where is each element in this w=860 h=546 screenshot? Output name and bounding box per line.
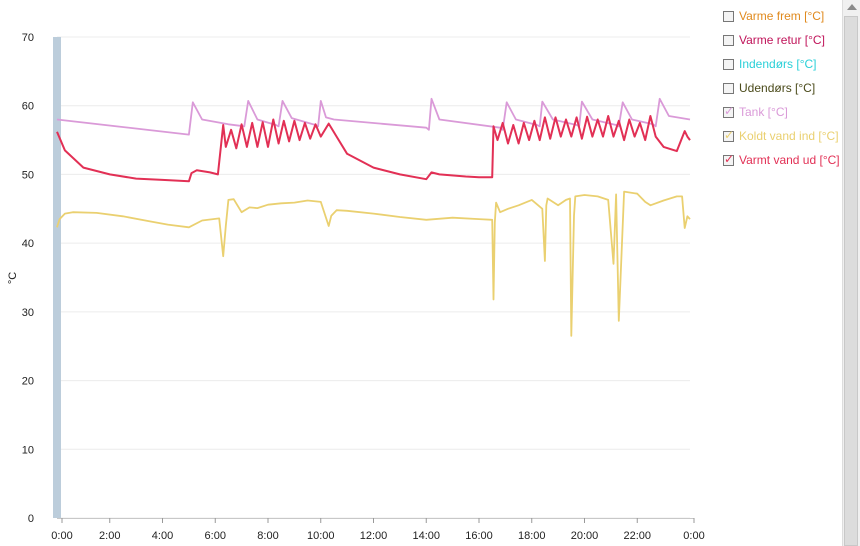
x-tick-label: 22:00 — [623, 530, 651, 542]
legend-label: Koldt vand ind [°C] — [739, 129, 839, 143]
x-tick-label: 18:00 — [518, 530, 546, 542]
x-tick-label: 2:00 — [99, 530, 120, 542]
legend-checkbox[interactable] — [723, 10, 734, 22]
x-tick-label: 16:00 — [465, 530, 493, 542]
legend-label: Varme retur [°C] — [739, 33, 825, 47]
y-tick-label: 0 — [28, 513, 34, 525]
series-line — [56, 190, 691, 337]
legend-checkbox[interactable] — [723, 104, 734, 118]
y-tick-label: 70 — [22, 32, 34, 44]
x-tick-label: 0:00 — [683, 530, 704, 542]
legend-checkbox[interactable] — [723, 82, 734, 94]
y-tick-label: 10 — [22, 444, 34, 456]
y-axis-band — [53, 37, 61, 518]
legend-item[interactable]: Indendørs [°C] — [723, 52, 841, 76]
scroll-up-arrow-icon[interactable] — [847, 4, 857, 10]
x-tick-label: 4:00 — [152, 530, 173, 542]
legend-item[interactable]: Varmt vand ud [°C] — [723, 148, 841, 172]
legend-label: Varmt vand ud [°C] — [739, 153, 840, 167]
legend-item[interactable]: Koldt vand ind [°C] — [723, 124, 841, 148]
legend-item[interactable]: Tank [°C] — [723, 100, 841, 124]
y-tick-label: 50 — [22, 169, 34, 181]
x-tick-label: 8:00 — [257, 530, 278, 542]
legend: Varme frem [°C] Varme retur [°C] Indendørs… — [723, 4, 841, 172]
legend-label: Varme frem [°C] — [739, 9, 825, 23]
y-tick-label: 20 — [22, 376, 34, 388]
x-tick-label: 12:00 — [360, 530, 388, 542]
series-line — [56, 115, 691, 183]
legend-label: Indendørs [°C] — [739, 57, 817, 71]
y-axis-label: °C — [7, 272, 19, 284]
y-tick-label: 30 — [22, 307, 34, 319]
legend-checkbox[interactable] — [723, 34, 734, 46]
legend-label: Tank [°C] — [739, 105, 788, 119]
y-tick-label: 40 — [22, 238, 34, 250]
legend-checkbox[interactable] — [723, 128, 734, 142]
legend-checkbox[interactable] — [723, 152, 734, 166]
x-tick-label: 20:00 — [571, 530, 599, 542]
x-tick-label: 0:00 — [51, 530, 72, 542]
x-tick-label: 6:00 — [205, 530, 226, 542]
legend-item[interactable]: Varme frem [°C] — [723, 4, 841, 28]
legend-item[interactable]: Varme retur [°C] — [723, 28, 841, 52]
x-tick-label: 10:00 — [307, 530, 335, 542]
legend-label: Udendørs [°C] — [739, 81, 816, 95]
line-chart: 0 10 20 30 40 50 60 70 0:00 2:00 4:00 6:00 8:00 10:00… — [7, 32, 705, 542]
legend-checkbox[interactable] — [723, 58, 734, 70]
x-tick-label: 14:00 — [412, 530, 440, 542]
legend-item[interactable]: Udendørs [°C] — [723, 76, 841, 100]
vertical-scrollbar[interactable] — [842, 0, 860, 546]
y-tick-label: 60 — [22, 101, 34, 113]
scrollbar-thumb[interactable] — [844, 16, 858, 546]
